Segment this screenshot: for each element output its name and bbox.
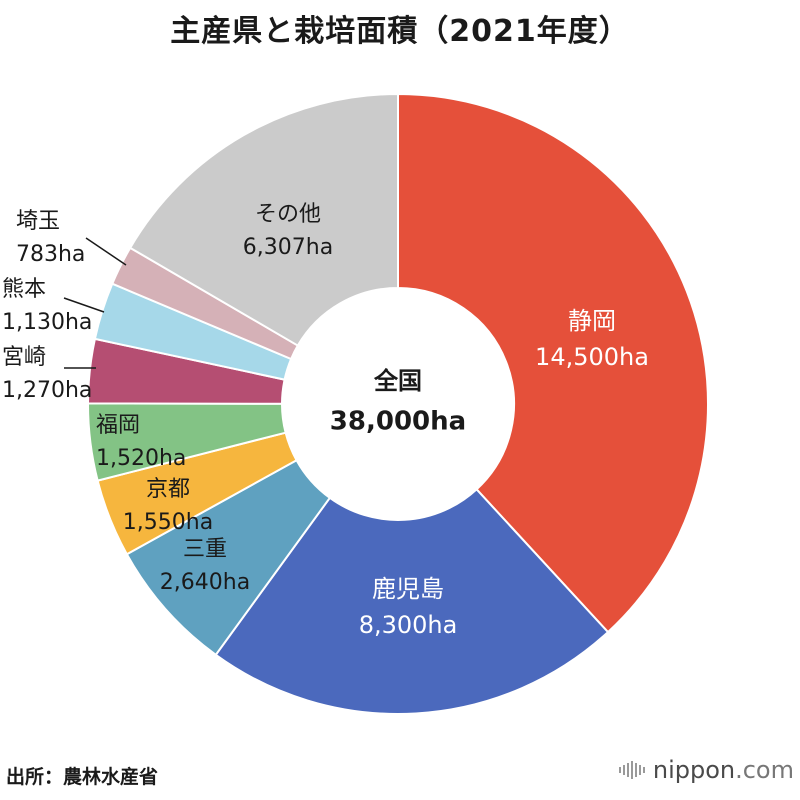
slice-label-埼玉: 埼玉 783ha [16,209,85,267]
slice-name: 静岡 [568,307,616,335]
slice-name: 福岡 [96,413,140,438]
slice-value-label: 1,130ha [2,310,92,335]
center-label: 全国 [373,367,422,395]
slice-label-その他: その他 6,307ha [243,202,333,260]
slice-value-label: 6,307ha [243,235,333,260]
slice-value-label: 2,640ha [160,570,250,595]
slice-name: 熊本 [2,277,46,302]
center-total: 38,000ha [330,407,466,437]
slice-value-label: 1,550ha [123,510,213,535]
slice-label-熊本: 熊本 1,130ha [2,277,92,335]
logo-domain: .com [735,756,794,784]
slice-value-label: 1,270ha [2,378,92,403]
source-note: 出所：農林水産省 [6,766,159,788]
slice-label-宮崎: 宮崎 1,270ha [2,345,92,403]
slice-name: 鹿児島 [372,575,444,603]
slice-name: 京都 [146,477,190,502]
slice-name: 宮崎 [2,345,46,370]
slice-label-福岡: 福岡 1,520ha [96,413,186,471]
slice-value-label: 14,500ha [535,343,649,371]
slice-value-label: 783ha [16,242,85,267]
slice-label-静岡: 静岡 14,500ha [535,307,649,371]
nippon-logo: nippon .com [618,756,794,784]
logo-brand: nippon [652,756,736,784]
slice-name: その他 [255,202,321,227]
slice-静岡 [397,92,709,634]
slice-その他 [128,92,399,347]
slice-label-鹿児島: 鹿児島 8,300ha [359,575,458,639]
slice-value-label: 1,520ha [96,446,186,471]
slice-name: 埼玉 [16,209,60,234]
slice-鹿児島 [214,487,610,715]
leader-line-埼玉 [85,237,127,266]
chart-title: 主産県と栽培面積（2021年度） [170,14,630,49]
slice-name: 三重 [183,537,227,562]
logo-bars-icon [618,761,645,779]
slice-label-京都: 京都 1,550ha [123,477,213,535]
slice-value-label: 8,300ha [359,611,458,639]
slice-label-三重: 三重 2,640ha [160,537,250,595]
leader-line-熊本 [63,297,105,313]
